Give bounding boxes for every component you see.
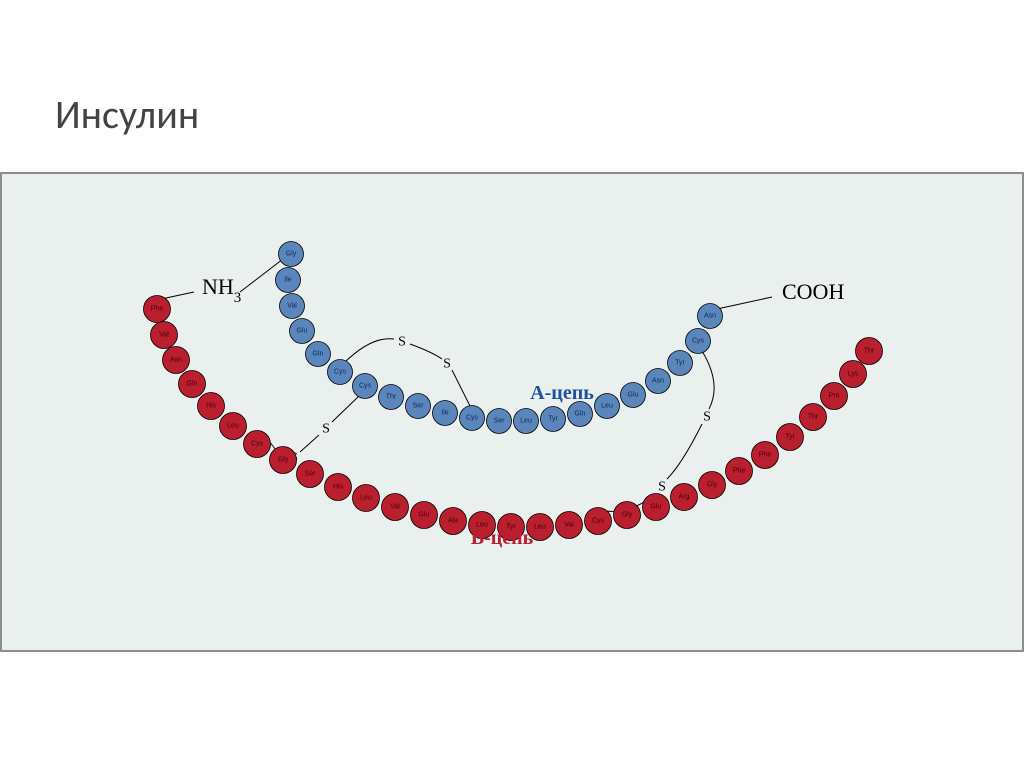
slide: Инсулин SSSSSSGlyIleValGluGlnCysCysThrSe…: [0, 0, 1024, 767]
svg-text:Tyr: Tyr: [675, 360, 685, 367]
svg-text:Leu: Leu: [601, 403, 613, 410]
svg-text:Gln: Gln: [187, 381, 198, 388]
svg-text:S: S: [703, 410, 711, 425]
svg-text:Asn: Asn: [170, 357, 182, 364]
svg-text:Tyr: Tyr: [548, 416, 558, 423]
svg-text:Glu: Glu: [297, 328, 308, 335]
svg-text:Pro: Pro: [829, 393, 840, 400]
svg-text:Thr: Thr: [808, 414, 819, 421]
svg-text:Gln: Gln: [313, 351, 324, 358]
svg-text:Lys: Lys: [848, 371, 859, 378]
svg-text:Phe: Phe: [733, 468, 746, 475]
svg-text:Leu: Leu: [520, 418, 532, 425]
svg-text:Tyr: Tyr: [785, 434, 795, 441]
svg-text:Ile: Ile: [441, 410, 449, 417]
svg-text:Glu: Glu: [651, 504, 662, 511]
svg-text:S: S: [443, 357, 451, 372]
svg-text:Glu: Glu: [419, 512, 430, 519]
svg-text:Val: Val: [390, 504, 400, 511]
svg-text:Gly: Gly: [286, 251, 297, 258]
diagram-svg: SSSSSSGlyIleValGluGlnCysCysThrSerIleCysS…: [2, 174, 1024, 654]
svg-text:Val: Val: [159, 332, 169, 339]
insulin-diagram: SSSSSSGlyIleValGluGlnCysCysThrSerIleCysS…: [0, 172, 1024, 652]
svg-text:Val: Val: [564, 522, 574, 529]
svg-text:Ser: Ser: [413, 403, 425, 410]
b-chain-label: В-цепь: [471, 527, 534, 549]
svg-text:Ser: Ser: [305, 471, 317, 478]
svg-text:Cys: Cys: [334, 369, 347, 376]
svg-text:Cys: Cys: [466, 415, 479, 422]
svg-text:Cys: Cys: [359, 383, 372, 390]
svg-text:Gly: Gly: [278, 457, 289, 464]
svg-text:Cys: Cys: [692, 338, 705, 345]
svg-text:Arg: Arg: [679, 494, 690, 501]
svg-text:Leu: Leu: [360, 495, 372, 502]
svg-text:Ser: Ser: [494, 418, 506, 425]
cooh-label: COOH: [782, 279, 844, 304]
svg-text:Leu: Leu: [534, 524, 546, 531]
svg-text:Asn: Asn: [652, 378, 664, 385]
svg-text:His: His: [333, 484, 344, 491]
svg-text:Phe: Phe: [151, 306, 164, 313]
a-chain-label: А-цепь: [530, 382, 594, 404]
svg-text:Ile: Ile: [284, 277, 292, 284]
nh3-label: NH3: [202, 274, 241, 306]
svg-text:His: His: [206, 403, 217, 410]
svg-text:Thr: Thr: [386, 394, 397, 401]
svg-text:Gly: Gly: [622, 512, 633, 519]
svg-text:Cys: Cys: [251, 441, 264, 448]
svg-text:Glu: Glu: [628, 392, 639, 399]
svg-text:Leu: Leu: [227, 423, 239, 430]
page-title: Инсулин: [55, 90, 199, 139]
svg-text:Val: Val: [287, 303, 297, 310]
svg-text:S: S: [322, 422, 330, 437]
svg-text:S: S: [658, 480, 666, 495]
svg-text:Asn: Asn: [704, 313, 716, 320]
svg-text:Cys: Cys: [592, 518, 605, 525]
svg-text:Phe: Phe: [759, 452, 772, 459]
svg-text:Gln: Gln: [575, 411, 586, 418]
svg-text:Gly: Gly: [707, 482, 718, 489]
svg-text:Thr: Thr: [864, 348, 875, 355]
svg-text:S: S: [398, 335, 406, 350]
svg-text:Ala: Ala: [448, 518, 458, 525]
